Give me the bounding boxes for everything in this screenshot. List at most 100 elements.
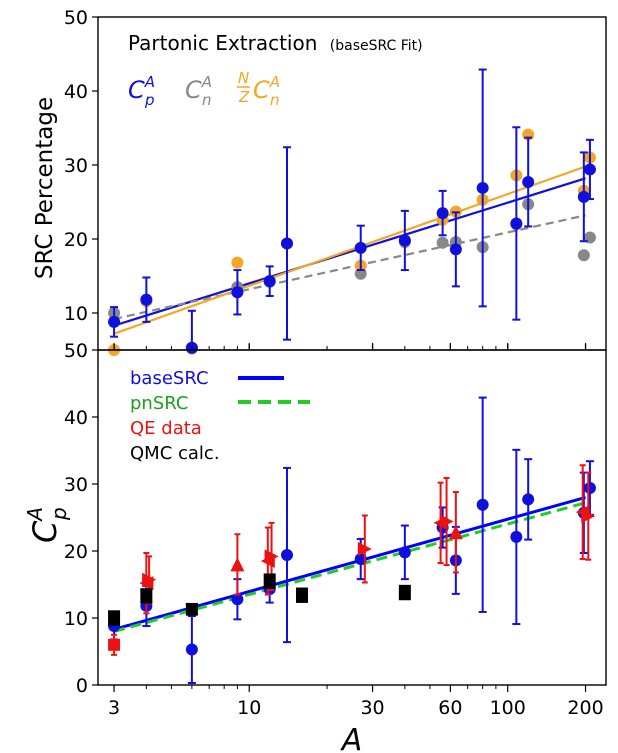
- legend-cn-main: C: [185, 76, 202, 104]
- top-fit-NZCn: [113, 165, 586, 335]
- bottom-point-qmc: [263, 575, 276, 588]
- top-y-ticks: 10 20 30 40 50: [64, 7, 98, 325]
- bottom-point-qmc: [398, 586, 411, 599]
- top-legend: CA p CA n N Z CA n: [128, 69, 280, 109]
- bottom-ytick-label: 10: [64, 608, 88, 630]
- top-x-ticks: [113, 343, 587, 350]
- legend-nz-num: N: [238, 69, 249, 87]
- legend-nz-den: Z: [238, 88, 250, 106]
- top-point-Cp: [476, 181, 489, 194]
- bottom-point-cp: [398, 546, 411, 559]
- bottom-panel: 0 10 20 30 40 50 3 10 30 60 100 200 baseSRC pnSRC …: [23, 340, 607, 753]
- bottom-point-qmc: [140, 589, 153, 602]
- top-y-axis-label: SRC Percentage: [32, 97, 58, 279]
- bottom-x-ticks: 3 10 30 60 100 200: [108, 344, 604, 719]
- bottom-panel-frame: [97, 349, 607, 686]
- legend-cn-sub: n: [202, 91, 212, 109]
- top-point-Cn: [577, 249, 590, 262]
- legend-cp-main: C: [128, 76, 145, 104]
- bottom-ytick-label: 30: [64, 474, 88, 496]
- bottom-point-cp: [280, 549, 293, 562]
- top-data-points: [108, 68, 596, 356]
- top-point-Cp: [140, 293, 153, 306]
- top-ytick-label: 30: [64, 155, 88, 177]
- bottom-xtick-label: 10: [237, 697, 261, 719]
- top-point-NZCn: [231, 256, 244, 269]
- x-axis-label: A: [340, 723, 363, 753]
- top-point-Cp: [263, 275, 276, 288]
- bottom-xtick-label: 100: [490, 697, 526, 719]
- legend-cn-sup: A: [201, 73, 212, 91]
- bottom-point-qe: [108, 638, 121, 651]
- bottom-point-qe: [142, 572, 157, 587]
- legend-pnsrc-label: pnSRC: [130, 393, 188, 414]
- bottom-data-points: [108, 396, 596, 684]
- top-fit-lines: [113, 165, 586, 335]
- top-point-Cp: [449, 243, 462, 256]
- legend-cp-sub: p: [144, 91, 155, 109]
- bottom-y-axis-label: CAp: [23, 507, 71, 543]
- legend-cn: CA n: [185, 73, 212, 109]
- top-point-Cp: [354, 241, 367, 254]
- legend-nzcn-sub: n: [270, 91, 280, 109]
- bottom-point-qe: [448, 525, 463, 540]
- legend-qe-label: QE data: [130, 418, 202, 439]
- top-point-Cp: [280, 237, 293, 250]
- top-ytick-label: 40: [64, 81, 88, 103]
- bottom-point-qe: [230, 557, 245, 572]
- top-point-Cn: [436, 236, 449, 249]
- bottom-ytick-label: 0: [76, 675, 88, 697]
- top-point-Cp: [510, 217, 523, 230]
- top-point-Cp: [522, 176, 535, 189]
- bottom-point-cp: [354, 553, 367, 566]
- top-panel: 10 20 30 40 50 Partonic Extraction (baseSRC …: [32, 7, 607, 356]
- bottom-point-qe: [357, 541, 372, 556]
- bottom-point-qmc: [185, 603, 198, 616]
- bottom-point-cp: [583, 482, 596, 495]
- bottom-xtick-label: 200: [567, 697, 603, 719]
- bottom-point-cp: [185, 643, 198, 656]
- legend-cp: CA p: [128, 73, 155, 109]
- legend-nzcn-sup: A: [269, 73, 280, 91]
- bottom-point-qmc: [295, 589, 308, 602]
- legend-cp-sup: A: [144, 73, 155, 91]
- bottom-ylabel-main: C: [26, 520, 64, 543]
- bottom-point-qe: [581, 509, 596, 524]
- top-fit-Cn: [113, 214, 586, 320]
- bottom-ytick-label: 40: [64, 407, 88, 429]
- bottom-legend: baseSRC pnSRC QE data QMC calc.: [130, 368, 310, 464]
- top-ytick-label: 50: [64, 7, 88, 29]
- top-point-Cp: [436, 207, 449, 220]
- bottom-ylabel-sup: A: [23, 507, 47, 523]
- bottom-point-cp: [231, 593, 244, 606]
- legend-qmc-label: QMC calc.: [130, 443, 220, 464]
- bottom-point-cp: [476, 498, 489, 511]
- bottom-ylabel-sub: p: [47, 507, 71, 521]
- bottom-fit-pn: [113, 501, 586, 633]
- bottom-point-qe: [264, 549, 279, 564]
- bottom-y-ticks: 0 10 20 30 40 50: [64, 340, 98, 697]
- bottom-fit-lines: [113, 495, 586, 633]
- bottom-xtick-label: 30: [360, 697, 384, 719]
- legend-nzcn-main: C: [253, 76, 270, 104]
- bottom-xtick-label: 60: [438, 697, 462, 719]
- bottom-fit-base: [113, 495, 586, 631]
- top-title-main: Partonic Extraction: [128, 31, 317, 55]
- top-ytick-label: 10: [64, 303, 88, 325]
- top-point-Cp: [398, 234, 411, 247]
- top-title-sub: (baseSRC Fit): [330, 38, 423, 54]
- bottom-point-qe: [439, 514, 454, 529]
- bottom-xtick-label: 3: [108, 697, 120, 719]
- top-point-Cp: [583, 163, 596, 176]
- bottom-ytick-label: 20: [64, 541, 88, 563]
- top-panel-title: Partonic Extraction (baseSRC Fit): [128, 31, 423, 55]
- bottom-point-cp: [522, 493, 535, 506]
- legend-nzcn: CA n: [253, 73, 280, 109]
- bottom-point-qmc: [108, 612, 121, 624]
- top-point-Cp: [577, 190, 590, 203]
- bottom-point-cp: [510, 530, 523, 543]
- bottom-ytick-label: 50: [64, 340, 88, 362]
- legend-basesrc-label: baseSRC: [130, 368, 209, 389]
- top-ytick-label: 20: [64, 229, 88, 251]
- top-point-Cp: [108, 315, 121, 328]
